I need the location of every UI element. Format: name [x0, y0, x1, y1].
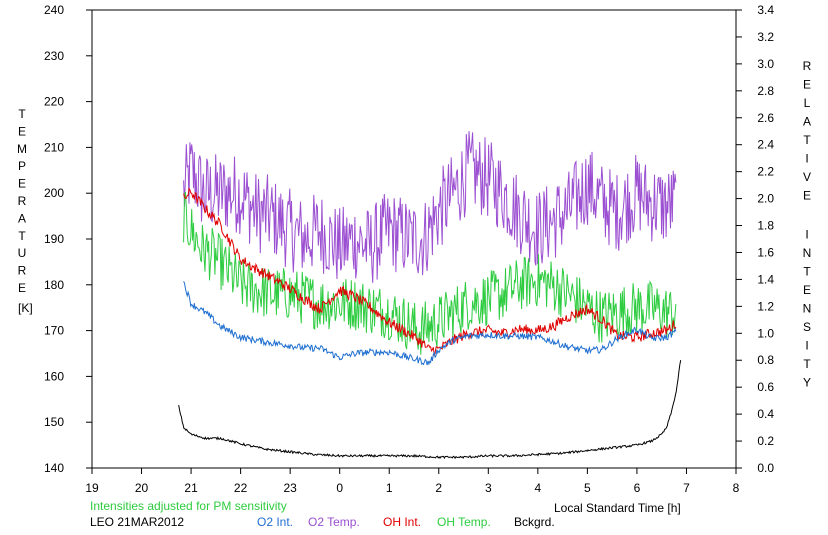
y-right-title-letter: E	[803, 189, 811, 203]
y-right-title-letter: N	[803, 246, 812, 260]
y-right-tick-label: 3.4	[757, 3, 774, 17]
x-tick-label: 6	[634, 481, 641, 495]
y-right-tick-label: 2.0	[757, 192, 774, 206]
y-left-title-letter: P	[18, 159, 26, 173]
x-tick-label: 4	[535, 481, 542, 495]
x-tick-label: 0	[336, 481, 343, 495]
x-tick-label: 23	[283, 481, 297, 495]
legend-oh-int: OH Int.	[383, 515, 421, 529]
y-right-title-letter: I	[805, 338, 808, 352]
y-right-tick-label: 0.0	[757, 461, 774, 475]
y-right-tick-label: 0.8	[757, 353, 774, 367]
y-right-tick-label: 0.2	[757, 434, 774, 448]
y-right-tick-label: 2.8	[757, 84, 774, 98]
y-right-tick-label: 0.6	[757, 380, 774, 394]
y-right-title-letter: N	[803, 301, 812, 315]
legend-o2-int: O2 Int.	[257, 515, 293, 529]
y-right-tick-label: 2.4	[757, 138, 774, 152]
y-left-tick-label: 180	[44, 278, 64, 292]
series-o2-int-line	[183, 281, 677, 366]
x-tick-label: 7	[683, 481, 690, 495]
y-left-title-letter: R	[18, 194, 27, 208]
y-right-title-letter: Y	[803, 375, 811, 389]
y-right-tick-label: 1.2	[757, 299, 774, 313]
legend-o2-temp: O2 Temp.	[308, 515, 360, 529]
y-right-title-letter: L	[804, 96, 811, 110]
y-left-tick-label: 240	[44, 3, 64, 17]
y-left-title-letter: U	[18, 246, 27, 260]
y-left-tick-label: 150	[44, 415, 64, 429]
y-right-title-letter: T	[803, 264, 811, 278]
station-date: LEO 21MAR2012	[90, 515, 184, 529]
y-left-title-letter: R	[18, 264, 27, 278]
y-left-tick-label: 140	[44, 461, 64, 475]
y-right-title-letter: E	[803, 283, 811, 297]
plot-frame	[91, 9, 737, 469]
y-left-tick-label: 200	[44, 186, 64, 200]
y-right-title-letter: R	[803, 59, 812, 73]
legend: O2 Int. O2 Temp. OH Int. OH Temp. Bckgrd.	[257, 515, 555, 529]
x-tick-label: 5	[584, 481, 591, 495]
series-bckgrd-line	[178, 360, 682, 460]
y-right-tick-label: 1.4	[757, 272, 774, 286]
y-left-tick-label: 170	[44, 324, 64, 338]
y-right-tick-label: 2.2	[757, 165, 774, 179]
y-left-title-letter: A	[18, 211, 26, 225]
x-tick-label: 21	[184, 481, 198, 495]
y-left-tick-label: 220	[44, 95, 64, 109]
y-right-tick-label: 0.4	[757, 407, 774, 421]
y-axis-left: 140 150 160 170 180 190 200 210 220 230 240	[44, 3, 92, 475]
x-tick-label: 1	[386, 481, 393, 495]
y-right-tick-label: 1.8	[757, 219, 774, 233]
x-tick-label: 8	[733, 481, 740, 495]
y-right-tick-label: 3.2	[757, 30, 774, 44]
x-tick-label: 2	[435, 481, 442, 495]
y-right-title-letter: E	[803, 78, 811, 92]
sensitivity-note: Intensities adjusted for PM sensitivity	[90, 499, 287, 513]
y-right-title-letter: I	[805, 152, 808, 166]
series-oh-int-line	[183, 187, 677, 357]
y-left-title-letter: T	[18, 229, 26, 243]
series-layer	[178, 131, 682, 460]
y-right-tick-label: 1.6	[757, 245, 774, 259]
y-right-title-letter: T	[803, 133, 811, 147]
y-left-tick-label: 190	[44, 232, 64, 246]
legend-bckgrd: Bckgrd.	[514, 515, 555, 529]
y-right-title-letter: S	[803, 320, 811, 334]
y-right-title-letter: V	[803, 170, 811, 184]
x-tick-label: 3	[485, 481, 492, 495]
y-left-title-letter: E	[18, 124, 26, 138]
y-right-tick-label: 1.0	[757, 326, 774, 340]
y-right-title-letter: A	[803, 115, 811, 129]
y-left-title-letter: E	[18, 281, 26, 295]
y-right-title-letter: T	[803, 357, 811, 371]
y-left-tick-label: 160	[44, 369, 64, 383]
y-left-title-letter: E	[18, 177, 26, 191]
y-right-title-letter: I	[805, 227, 808, 241]
series-o2-temp-line	[183, 131, 677, 283]
y-axis-right: 0.0 0.2 0.4 0.6 0.8 1.0 1.2 1.4 1.6 1.8 2.0 2.2 2.4 2…	[736, 3, 774, 475]
y-left-title-letter: T	[18, 107, 26, 121]
y-right-tick-label: 2.6	[757, 111, 774, 125]
x-axis-title: Local Standard Time [h]	[554, 501, 681, 515]
x-tick-label: 20	[135, 481, 149, 495]
x-tick-label: 19	[85, 481, 99, 495]
y-axis-left-unit: [K]	[18, 301, 33, 315]
x-axis: 19 20 21 22 23 0 1 2 3 4 5 6 7 8	[85, 468, 740, 495]
y-left-tick-label: 210	[44, 140, 64, 154]
legend-oh-temp: OH Temp.	[437, 515, 491, 529]
y-left-tick-label: 230	[44, 49, 64, 63]
y-right-tick-label: 3.0	[757, 57, 774, 71]
y-left-title-letter: M	[17, 142, 27, 156]
x-tick-label: 22	[234, 481, 248, 495]
